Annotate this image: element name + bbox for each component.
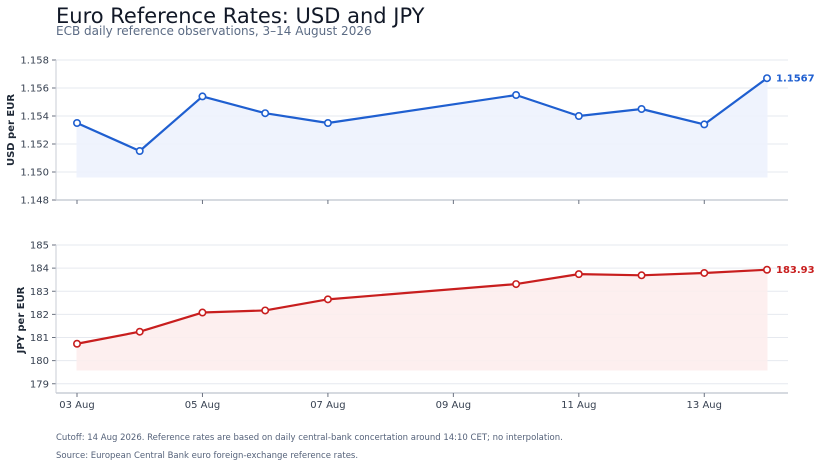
x-tick-label: 11 Aug bbox=[561, 400, 596, 411]
usd-data-point bbox=[762, 74, 771, 83]
x-tick-label: 05 Aug bbox=[185, 400, 220, 411]
source-note: Source: European Central Bank euro forei… bbox=[56, 451, 359, 461]
usd-data-point bbox=[135, 147, 144, 156]
jpy-y-tick-label: 183 bbox=[30, 287, 49, 298]
jpy-y-tick-label: 179 bbox=[30, 379, 49, 390]
jpy-y-tick-label: 184 bbox=[30, 264, 49, 275]
jpy-y-tick-label: 182 bbox=[30, 310, 49, 321]
x-tick-label: 09 Aug bbox=[436, 400, 471, 411]
jpy-data-point bbox=[323, 295, 332, 304]
chart-title: Euro Reference Rates: USD and JPY bbox=[56, 4, 425, 28]
jpy-data-point bbox=[574, 270, 583, 279]
usd-data-point bbox=[512, 91, 521, 100]
jpy-data-point bbox=[700, 268, 709, 277]
x-tick-label: 07 Aug bbox=[310, 400, 345, 411]
jpy-data-point bbox=[73, 339, 82, 348]
jpy-data-point bbox=[135, 327, 144, 336]
footnote: Cutoff: 14 Aug 2026. Reference rates are… bbox=[56, 433, 563, 443]
jpy-y-tick-label: 181 bbox=[30, 333, 49, 344]
jpy-y-axis-label: JPY per EUR bbox=[16, 286, 27, 354]
usd-y-tick-label: 1.158 bbox=[20, 56, 49, 67]
usd-end-label: 1.1567 bbox=[776, 74, 815, 85]
usd-y-tick-label: 1.150 bbox=[20, 168, 49, 179]
jpy-data-point bbox=[198, 308, 207, 317]
usd-data-point bbox=[198, 92, 207, 101]
usd-data-point bbox=[323, 119, 332, 128]
usd-y-tick-label: 1.152 bbox=[20, 140, 49, 151]
jpy-series-line bbox=[76, 268, 768, 345]
chart-subtitle: ECB daily reference observations, 3–14 A… bbox=[56, 24, 372, 38]
usd-series-line bbox=[76, 77, 768, 153]
usd-data-point bbox=[261, 109, 270, 118]
jpy-end-label: 183.93 bbox=[776, 265, 815, 276]
x-tick-label: 03 Aug bbox=[59, 400, 94, 411]
usd-y-tick-label: 1.156 bbox=[20, 84, 49, 95]
usd-data-point bbox=[574, 112, 583, 121]
usd-y-axis-label: USD per EUR bbox=[6, 94, 17, 166]
jpy-data-point bbox=[512, 280, 521, 289]
usd-y-tick-label: 1.148 bbox=[20, 196, 49, 207]
usd-data-point bbox=[73, 119, 82, 128]
usd-area-fill bbox=[76, 77, 768, 178]
jpy-y-tick-label: 180 bbox=[30, 356, 49, 367]
x-tick-label: 13 Aug bbox=[687, 400, 722, 411]
jpy-data-point bbox=[261, 306, 270, 315]
usd-data-point bbox=[637, 105, 646, 114]
usd-y-tick-label: 1.154 bbox=[20, 112, 49, 123]
jpy-data-point bbox=[637, 271, 646, 280]
jpy-y-tick-label: 185 bbox=[30, 241, 49, 252]
usd-data-point bbox=[700, 120, 709, 129]
jpy-data-point bbox=[762, 265, 771, 274]
